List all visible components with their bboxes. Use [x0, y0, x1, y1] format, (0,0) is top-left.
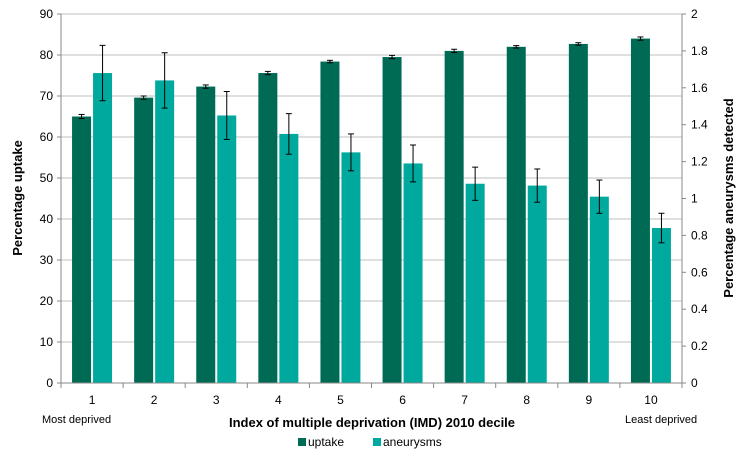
- bar-uptake: [444, 50, 464, 384]
- bar-aneurysms: [527, 185, 547, 383]
- right-tick-label: 1.8: [691, 44, 708, 58]
- bar-uptake: [196, 86, 216, 383]
- left-tick-label: 50: [40, 171, 54, 185]
- x-tick-label: 2: [151, 393, 158, 407]
- left-axis-ticks: 0 10 20 30 40 50 60 70 80 90: [40, 7, 54, 390]
- right-tick-label: 1.2: [691, 155, 708, 169]
- note-least-deprived: Least deprived: [625, 414, 697, 426]
- right-axis-ticks: 0 0.2 0.4 0.6 0.8 1 1.2 1.4 1.6 1.8 2: [691, 7, 708, 390]
- legend: uptake aneurysms: [298, 435, 442, 449]
- left-tick-label: 40: [40, 212, 54, 226]
- x-tick-label: 6: [399, 393, 406, 407]
- x-tick-label: 8: [523, 393, 530, 407]
- bar-uptake: [134, 97, 154, 383]
- bar-aneurysms: [465, 183, 485, 383]
- bar-uptake: [382, 57, 402, 384]
- x-tick-label: 5: [337, 393, 344, 407]
- x-tick-label: 10: [644, 393, 658, 407]
- y-axis-left-title: Percentage uptake: [10, 140, 25, 256]
- left-tick-label: 70: [40, 89, 54, 103]
- bar-aneurysms: [155, 80, 175, 384]
- bar-aneurysms: [589, 196, 609, 383]
- y-axis-right-title: Percentage aneurysms detected: [721, 98, 736, 297]
- x-tick-label: 7: [461, 393, 468, 407]
- bar-uptake: [506, 46, 526, 384]
- bar-aneurysms: [279, 133, 299, 383]
- bar-uptake: [320, 61, 340, 384]
- right-tick-label: 0.4: [691, 302, 708, 316]
- bar-aneurysms: [651, 228, 671, 383]
- left-tick-label: 30: [40, 253, 54, 267]
- right-tick-label: 0: [691, 376, 698, 390]
- right-tick-label: 0.8: [691, 228, 708, 242]
- right-tick-label: 1.6: [691, 81, 708, 95]
- bar-uptake: [568, 43, 588, 384]
- axes: [57, 13, 686, 388]
- legend-swatch-aneurysms: [373, 438, 381, 446]
- left-tick-label: 80: [40, 48, 54, 62]
- bar-uptake: [630, 38, 650, 383]
- right-tick-label: 2: [691, 7, 698, 21]
- bar-uptake: [258, 73, 278, 383]
- x-tick-label: 9: [586, 393, 593, 407]
- bar-aneurysms: [403, 163, 423, 383]
- bar-aneurysms: [217, 115, 237, 383]
- left-tick-label: 60: [40, 130, 54, 144]
- left-tick-label: 90: [40, 7, 54, 21]
- legend-label-uptake: uptake: [308, 435, 344, 449]
- note-most-deprived: Most deprived: [42, 414, 111, 426]
- right-tick-label: 1: [691, 192, 698, 206]
- bar-aneurysms: [93, 73, 113, 383]
- bars: [72, 38, 671, 384]
- x-axis-title: Index of multiple deprivation (IMD) 2010…: [229, 415, 515, 430]
- x-axis-ticks: 1 2 3 4 5 6 7 8 9 10: [89, 393, 658, 407]
- legend-swatch-uptake: [298, 438, 306, 446]
- error-bars: [78, 36, 665, 244]
- x-tick-label: 1: [89, 393, 96, 407]
- right-tick-label: 0.6: [691, 265, 708, 279]
- bar-aneurysms: [341, 152, 361, 383]
- gridlines: [61, 13, 682, 384]
- right-tick-label: 0.2: [691, 339, 708, 353]
- right-tick-label: 1.4: [691, 118, 708, 132]
- x-tick-label: 4: [275, 393, 282, 407]
- left-tick-label: 10: [40, 335, 54, 349]
- left-tick-label: 20: [40, 294, 54, 308]
- x-tick-label: 3: [213, 393, 220, 407]
- legend-label-aneurysms: aneurysms: [383, 435, 442, 449]
- bar-uptake: [72, 116, 92, 383]
- left-tick-label: 0: [46, 376, 53, 390]
